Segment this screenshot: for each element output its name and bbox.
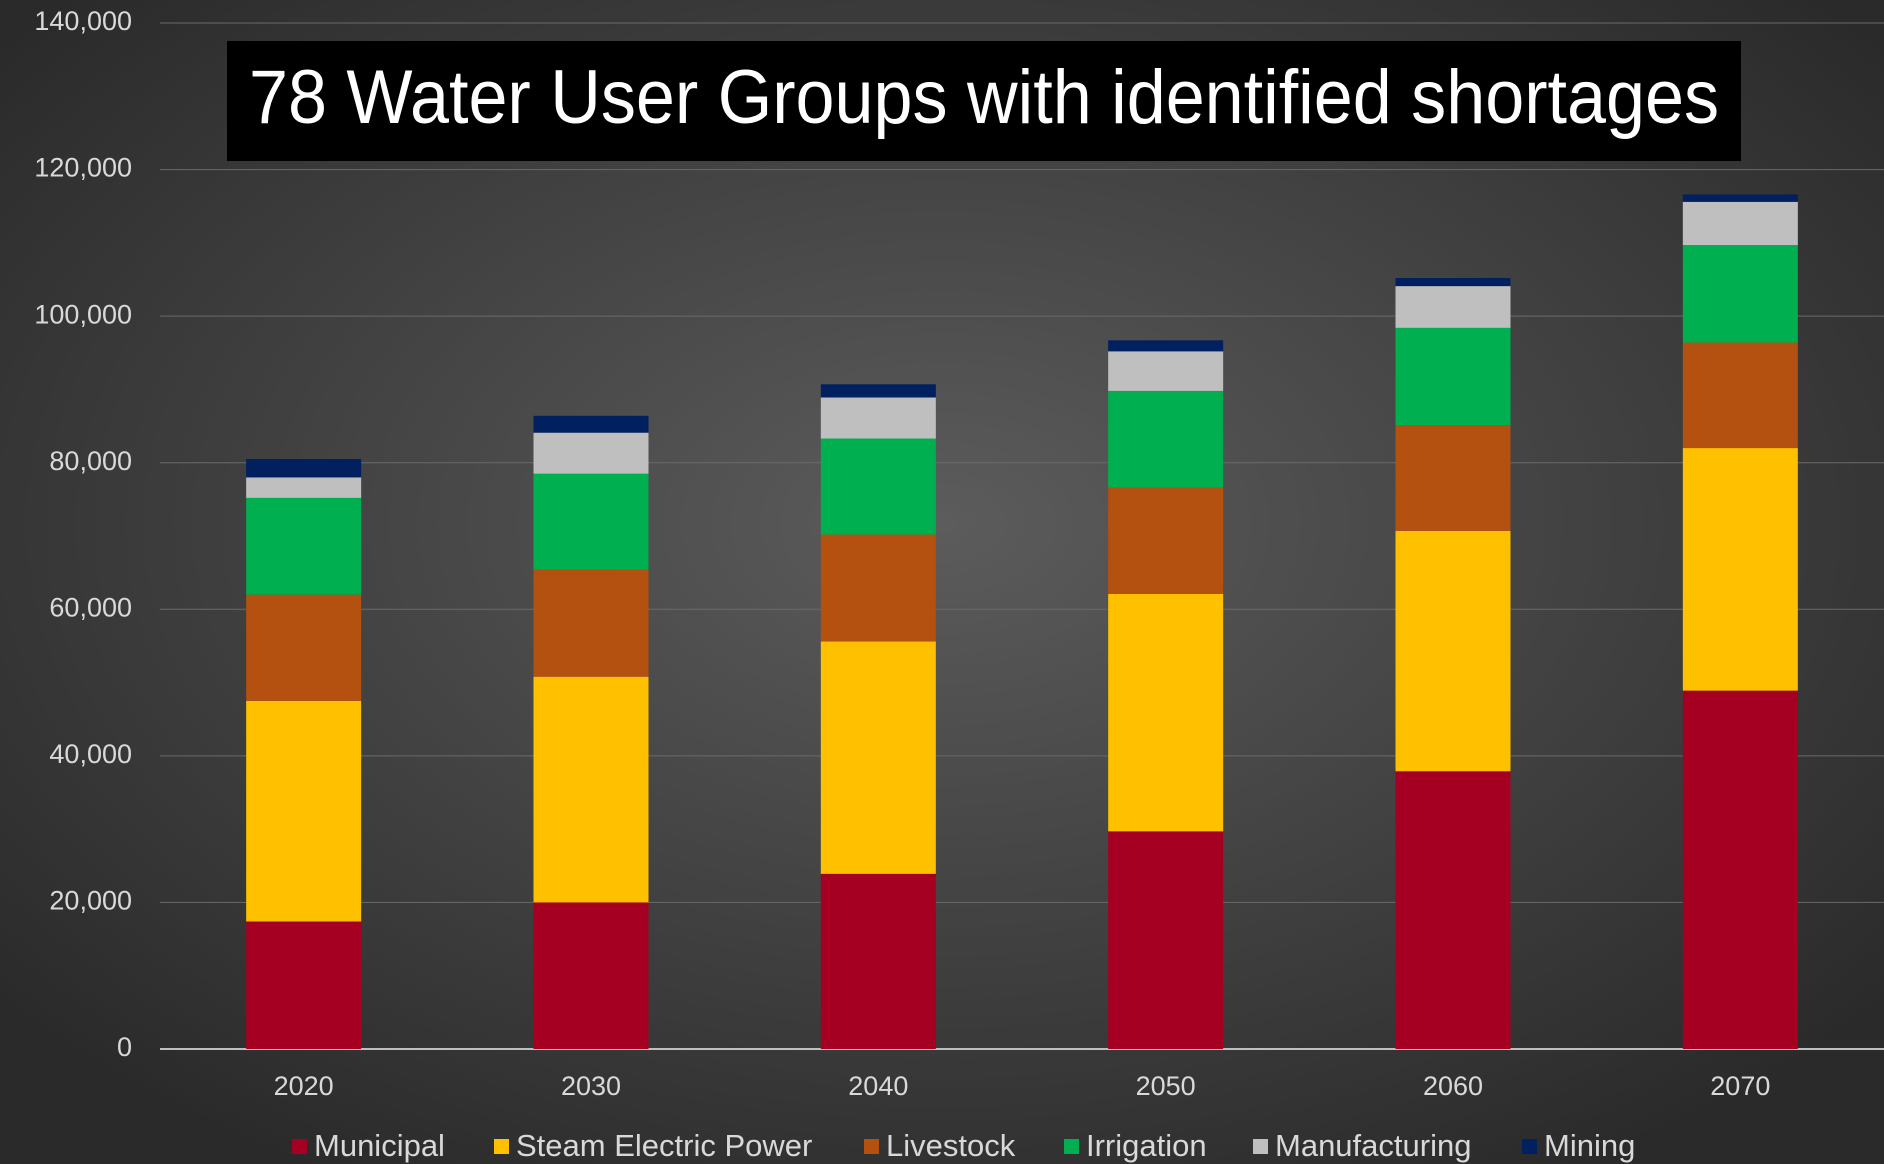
bar-segment [533,902,649,1049]
legend-swatch [1522,1139,1537,1154]
bar-segment [246,921,362,1049]
y-tick-label: 40,000 [49,739,132,769]
bar-segment [1108,351,1224,391]
bar-segment [533,676,649,903]
bar-segment [246,497,362,595]
legend-swatch [1253,1139,1268,1154]
bar-segment [820,534,936,642]
title-box [227,41,1741,161]
bar-segment [246,700,362,922]
bar-segment [533,569,649,677]
bar-segment [820,438,936,535]
legend-swatch [1064,1139,1079,1154]
bar-segment [1108,390,1224,488]
bar-segment [1108,831,1224,1049]
x-tick-label: 2050 [1136,1071,1196,1101]
y-tick-label: 120,000 [34,153,132,183]
bar-segment [820,873,936,1049]
bar-segment [1108,487,1224,594]
y-tick-label: 100,000 [34,299,132,329]
y-tick-label: 140,000 [34,6,132,36]
bar-segment [533,415,649,433]
bar-segment [246,477,362,498]
bar-segment [1395,278,1511,287]
y-tick-label: 60,000 [49,592,132,622]
bar-segment [1395,771,1511,1049]
bar-segment [1682,201,1798,246]
bar-segment [246,459,362,478]
bar-segment [1395,286,1511,328]
bar-segment [246,594,362,701]
x-tick-label: 2020 [274,1071,334,1101]
bar-segment [1395,530,1511,772]
bar-segment [1108,593,1224,832]
legend-label: Livestock [886,1128,1016,1163]
bar-segment [1395,425,1511,531]
bar-segment [1682,448,1798,691]
bar-segment [1682,690,1798,1049]
legend-swatch [864,1139,879,1154]
bar-segment [820,384,936,398]
legend-swatch [494,1139,509,1154]
legend-label: Manufacturing [1275,1128,1471,1163]
bar-segment [533,473,649,570]
y-tick-label: 80,000 [49,446,132,476]
bar-segment [820,397,936,439]
bar-segment [1682,194,1798,202]
chart-title: 78 Water User Groups with identified sho… [249,55,1719,140]
bar-segment [1682,342,1798,449]
y-tick-label: 0 [117,1032,132,1062]
bar-segment [1682,245,1798,343]
legend-label: Steam Electric Power [516,1128,812,1163]
bar-segment [1395,327,1511,426]
bar-segment [1108,340,1224,352]
bar-segment [533,432,649,474]
y-tick-label: 20,000 [49,886,132,916]
x-tick-label: 2030 [561,1071,621,1101]
bar-segment [820,641,936,874]
legend-swatch [292,1139,307,1154]
x-tick-label: 2070 [1710,1071,1770,1101]
x-tick-label: 2060 [1423,1071,1483,1101]
legend-label: Irrigation [1086,1128,1207,1163]
x-tick-label: 2040 [848,1071,908,1101]
legend-label: Mining [1544,1128,1635,1163]
legend-label: Municipal [314,1128,445,1163]
